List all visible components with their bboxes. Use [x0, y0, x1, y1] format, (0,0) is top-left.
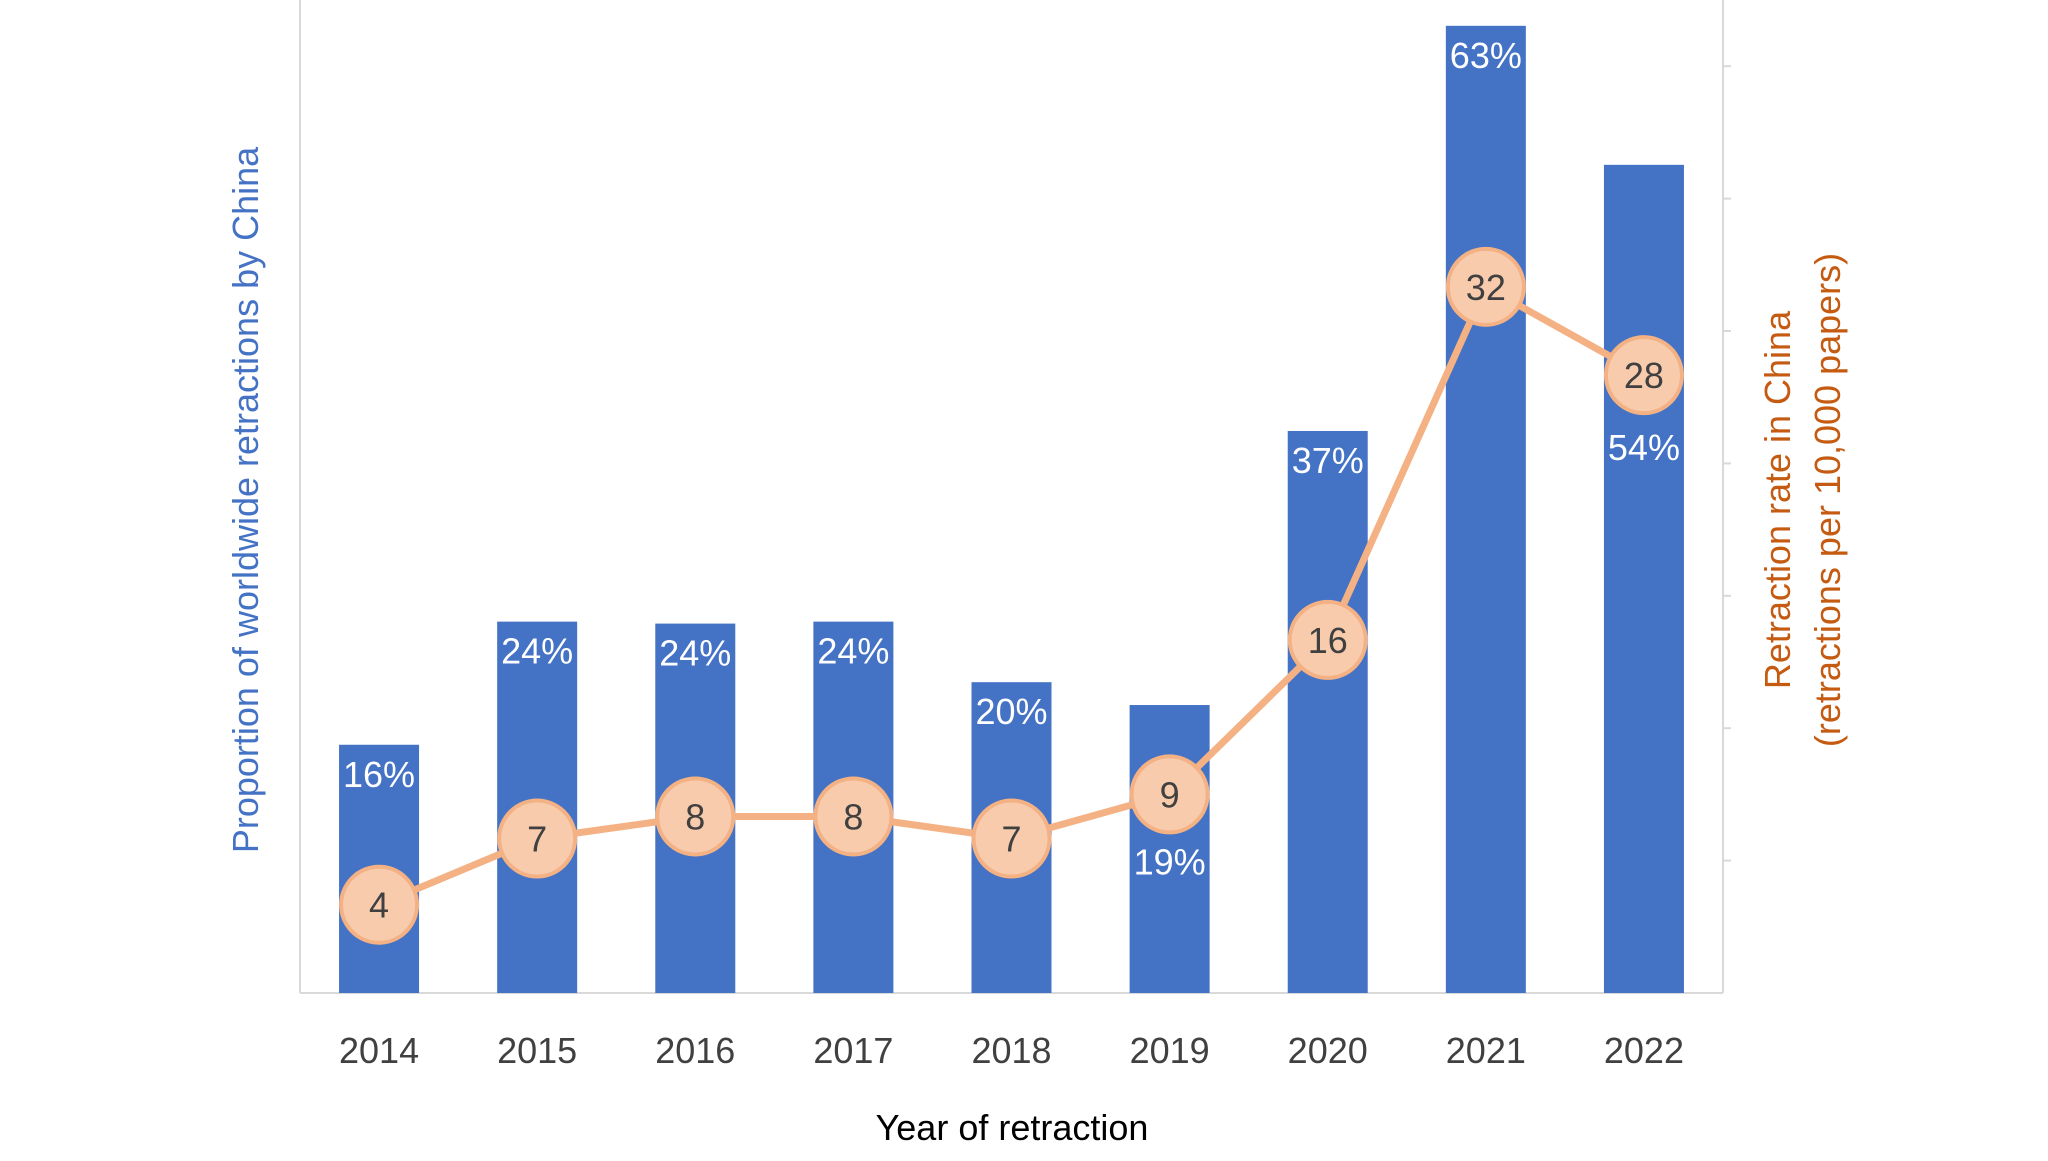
bar-value-label-2022: 54% — [1608, 427, 1680, 468]
line-marker-2019 — [1129, 754, 1210, 835]
line-marker-2014 — [339, 864, 420, 945]
line-marker-2016 — [655, 776, 736, 857]
line-marker-2015 — [497, 798, 578, 879]
x-tick-2020: 2020 — [1288, 1030, 1368, 1071]
bar-value-label-2015: 24% — [501, 631, 573, 672]
bar-2020 — [1287, 430, 1368, 993]
x-tick-2019: 2019 — [1130, 1030, 1210, 1071]
line-value-label-2015: 7 — [527, 819, 547, 860]
x-tick-2021: 2021 — [1446, 1030, 1526, 1071]
x-tick-2016: 2016 — [655, 1030, 735, 1071]
line-value-label-2022: 28 — [1624, 355, 1664, 396]
line-marker-2018 — [971, 798, 1052, 879]
x-tick-2014: 2014 — [339, 1030, 419, 1071]
bar-value-label-2016: 24% — [659, 633, 731, 674]
x-axis-title: Year of retraction — [876, 1107, 1149, 1148]
right-axis-title-line2: (retractions per 10,000 papers) — [1807, 253, 1848, 747]
line-value-label-2019: 9 — [1160, 774, 1180, 815]
x-tick-2017: 2017 — [813, 1030, 893, 1071]
line-value-label-2018: 7 — [1001, 819, 1021, 860]
bar-value-label-2017: 24% — [817, 631, 889, 672]
x-tick-2015: 2015 — [497, 1030, 577, 1071]
bar-2022 — [1603, 164, 1684, 993]
line-marker-2022 — [1603, 335, 1684, 416]
x-tick-2018: 2018 — [971, 1030, 1051, 1071]
line-value-label-2017: 8 — [843, 796, 863, 837]
line-value-label-2016: 8 — [685, 796, 705, 837]
line-value-label-2014: 4 — [369, 885, 389, 926]
bar-value-label-2018: 20% — [975, 691, 1047, 732]
line-marker-2017 — [813, 776, 894, 857]
line-value-label-2020: 16 — [1308, 620, 1348, 661]
line-marker-2021 — [1445, 246, 1526, 327]
bar-value-label-2021: 63% — [1450, 35, 1522, 76]
x-tick-2022: 2022 — [1604, 1030, 1684, 1071]
bar-value-label-2020: 37% — [1292, 440, 1364, 481]
bar-value-label-2019: 19% — [1134, 841, 1206, 882]
right-axis-ticks — [1723, 65, 1731, 862]
bar-value-label-2014: 16% — [343, 754, 415, 795]
x-tick-labels: 2014 2015 2016 2017 2018 2019 2020 2021 2022 — [339, 1030, 1684, 1071]
left-axis-title: Proportion of worldwide retractions by C… — [225, 146, 266, 853]
right-axis-title-line1: Retraction rate in China — [1757, 310, 1798, 689]
bar-2021 — [1445, 25, 1526, 994]
line-markers: 4 7 8 8 7 9 16 32 28 — [339, 246, 1684, 945]
bar-2019 — [1129, 705, 1210, 993]
bar-labels: 16% 24% 24% 24% 20% 19% 37% 63% 54% — [343, 35, 1680, 883]
line-marker-2020 — [1287, 599, 1368, 680]
line-value-label-2021: 32 — [1466, 267, 1506, 308]
